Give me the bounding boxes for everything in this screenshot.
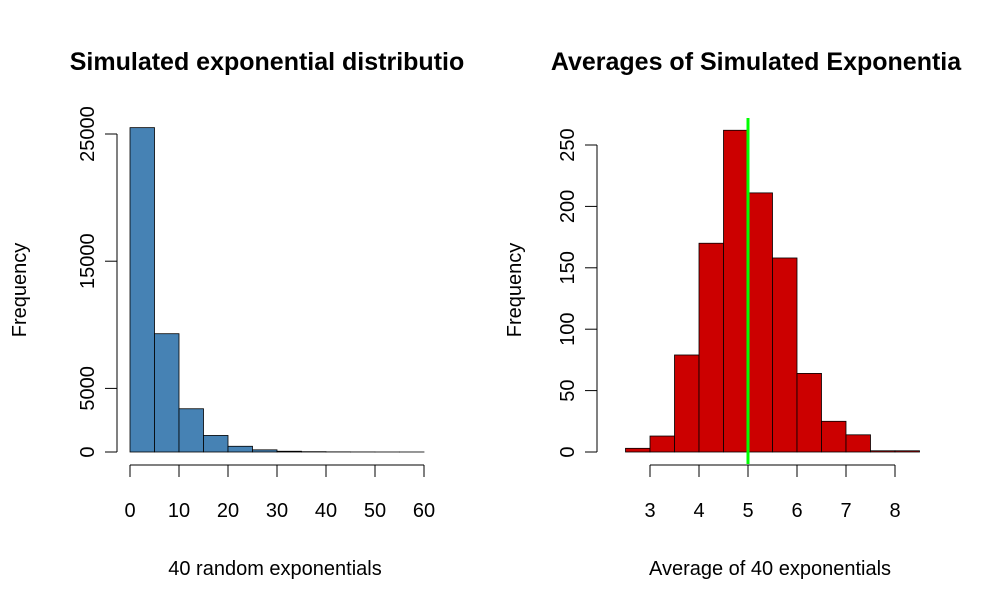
left-y-axis-label: Frequency xyxy=(9,243,31,338)
x-tick-label: 10 xyxy=(168,500,190,522)
histogram-bar xyxy=(723,129,749,453)
x-tick-label: 6 xyxy=(791,500,802,522)
histogram-bar xyxy=(154,333,180,453)
x-tick-label: 5 xyxy=(742,500,753,522)
right-x-axis-label: Average of 40 exponentials xyxy=(649,558,891,580)
y-tick-label: 50 xyxy=(557,379,579,401)
y-tick-label: 5000 xyxy=(77,366,99,411)
left-x-axis: 0 10 20 30 40 50 60 xyxy=(124,464,435,522)
x-tick-label: 50 xyxy=(364,500,386,522)
left-bars xyxy=(129,127,425,453)
histogram-bar xyxy=(821,420,847,453)
histogram-bar xyxy=(649,435,675,453)
histogram-bar xyxy=(747,192,773,453)
histogram-bar xyxy=(129,127,155,453)
histogram-bar xyxy=(698,242,724,453)
histogram-bar xyxy=(276,450,302,453)
x-tick-label: 8 xyxy=(889,500,900,522)
histogram-bar xyxy=(772,257,798,453)
left-chart-title: Simulated exponential distributio xyxy=(70,48,464,76)
right-x-axis: 3 4 5 6 7 8 xyxy=(644,464,901,522)
x-tick-label: 3 xyxy=(644,500,655,522)
histogram-bar xyxy=(178,408,204,453)
left-x-axis-label: 40 random exponentials xyxy=(168,558,381,580)
right-bars xyxy=(625,129,920,453)
histogram-bar xyxy=(845,434,871,453)
y-tick-label: 0 xyxy=(557,446,579,457)
y-tick-label: 100 xyxy=(557,313,579,346)
right-chart-title: Averages of Simulated Exponentia xyxy=(551,48,962,76)
left-y-axis: 0 5000 15000 25000 xyxy=(77,106,118,458)
x-tick-label: 0 xyxy=(124,500,135,522)
y-tick-label: 200 xyxy=(557,190,579,223)
y-tick-label: 0 xyxy=(77,446,99,457)
x-tick-label: 30 xyxy=(266,500,288,522)
histogram-bar xyxy=(796,373,822,453)
y-tick-label: 15000 xyxy=(77,233,99,289)
right-y-axis: 0 50 100 150 200 250 xyxy=(557,128,598,458)
x-tick-label: 60 xyxy=(413,500,435,522)
histogram-bar xyxy=(625,447,651,453)
x-tick-label: 40 xyxy=(315,500,337,522)
right-y-axis-label: Frequency xyxy=(504,243,526,338)
histogram-bar xyxy=(674,354,700,453)
x-tick-label: 4 xyxy=(693,500,704,522)
x-tick-label: 7 xyxy=(840,500,851,522)
histogram-bar xyxy=(203,435,229,453)
histogram-bar xyxy=(870,450,896,453)
histogram-bar xyxy=(894,450,920,453)
x-tick-label: 20 xyxy=(217,500,239,522)
y-tick-label: 25000 xyxy=(77,106,99,162)
right-histogram-panel: Averages of Simulated Exponentia Average… xyxy=(504,48,962,580)
y-tick-label: 250 xyxy=(557,128,579,161)
histogram-bar xyxy=(252,449,278,453)
y-tick-label: 150 xyxy=(557,251,579,284)
left-histogram-panel: Simulated exponential distributio 40 ran… xyxy=(9,48,464,580)
histogram-bar xyxy=(227,445,253,453)
